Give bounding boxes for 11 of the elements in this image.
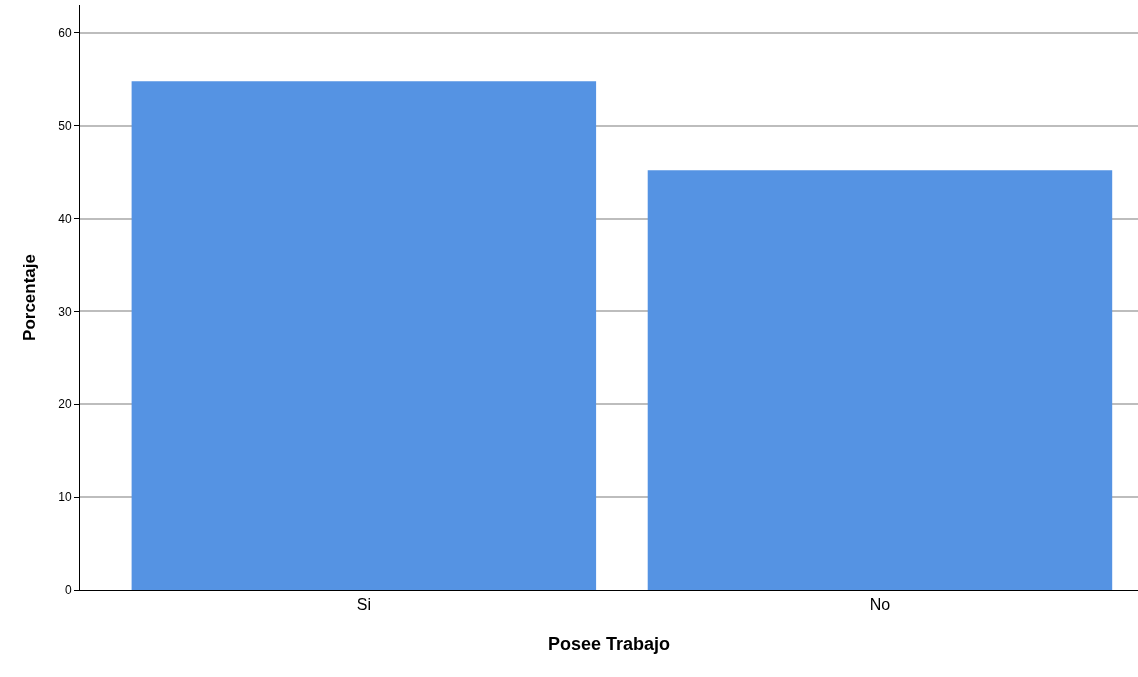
y-tick-label: 60 bbox=[58, 26, 72, 41]
y-tick-label: 50 bbox=[58, 118, 72, 133]
x-tick-label: No bbox=[869, 596, 891, 614]
y-axis-title: Porcentaje bbox=[19, 254, 39, 341]
y-tick-label: 0 bbox=[64, 583, 72, 598]
y-tick-label: 40 bbox=[58, 211, 72, 226]
y-tick-label: 20 bbox=[58, 397, 72, 412]
y-tick-label: 30 bbox=[58, 304, 72, 319]
y-tick-label: 10 bbox=[58, 490, 72, 505]
x-tick-label: Si bbox=[356, 596, 371, 614]
x-axis-title: Posee Trabajo bbox=[547, 634, 671, 655]
